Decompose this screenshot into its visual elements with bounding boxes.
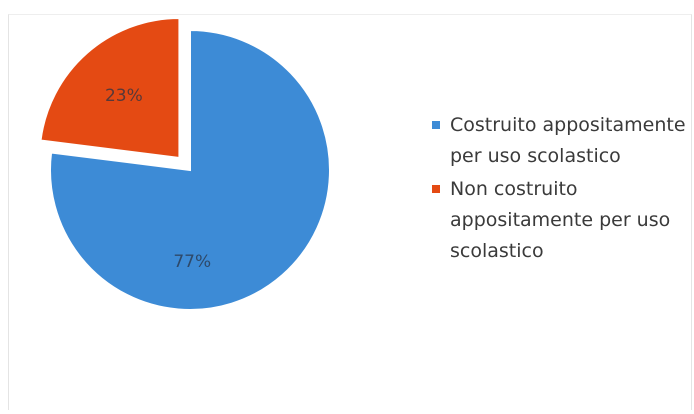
pie-slice-built (49, 28, 331, 311)
legend-label-built: Costruito appositamente per uso scolasti… (450, 114, 686, 167)
legend: Costruito appositamente per uso scolasti… (432, 110, 687, 269)
legend-label-not-built: Non costruito appositamente per uso scol… (450, 178, 671, 262)
pie-slice-not-built (39, 16, 181, 160)
legend-item-not-built-for-school: Non costruito appositamente per uso scol… (432, 174, 687, 267)
slice-label-built: 77% (173, 252, 211, 272)
legend-item-built-for-school: Costruito appositamente per uso scolasti… (432, 110, 687, 172)
legend-swatch-not-built (432, 185, 440, 193)
slice-label-not-built: 23% (105, 86, 143, 106)
chart-frame (8, 14, 692, 410)
legend-swatch-built (432, 121, 440, 129)
